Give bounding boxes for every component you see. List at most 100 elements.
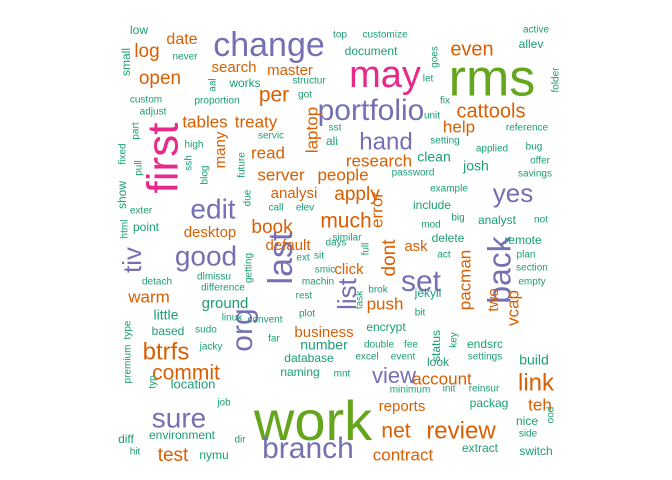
word-little: little [154,307,179,323]
word-ood: ood [546,407,557,424]
word-settings: settings [468,352,502,363]
word-sst: sst [329,123,342,134]
word-pacman: pacman [455,250,474,310]
word-server: server [257,165,305,184]
word-goes: goes [430,46,441,68]
word-click: click [334,261,364,278]
word-list: list [332,277,362,310]
word-two: two [485,288,502,311]
word-blog: blog [200,166,211,185]
word-sudo: sudo [195,325,217,336]
word-empty: empty [518,277,545,288]
word-exter: exter [130,206,153,217]
word-test: test [158,445,189,466]
word-rest: rest [296,291,313,302]
word-view: view [372,363,416,388]
word-even: even [450,38,493,60]
word-side: side [519,429,538,440]
word-event: event [391,352,416,363]
word-part: part [131,122,142,139]
word-fee: fee [404,340,418,351]
word-ext: ext [296,253,310,264]
word-big: big [451,213,464,224]
word-last: last [262,231,300,284]
word-customize: customize [362,30,407,41]
word-never: never [172,52,198,63]
word-plot: plot [299,309,315,320]
word-task: task [355,290,366,309]
word-portfolio: portfolio [318,94,425,127]
word-hit: hit [130,447,141,458]
word-double: double [364,340,394,351]
word-commit: commit [152,362,220,385]
word-savings: savings [518,169,552,180]
word-database: database [284,351,334,365]
word-set: set [401,265,442,298]
word-type: type [123,320,134,339]
word-open: open [139,68,181,89]
word-tiv: tiv [117,247,147,273]
word-bit: bit [415,308,426,319]
word-smic: smic [315,265,336,276]
word-people: people [317,165,368,184]
word-treaty: treaty [235,112,278,131]
word-read: read [251,143,285,162]
word-example: example [430,184,468,195]
word-proportion: proportion [194,96,239,107]
word-change: change [213,26,325,64]
word-diff: diff [118,432,134,446]
word-dont: dont [379,239,400,277]
word-call: call [268,203,283,214]
word-contract: contract [373,445,434,464]
word-works: works [228,76,260,90]
word-sure: sure [152,402,206,433]
word-apply: apply [334,184,380,205]
word-pull: pull [134,160,145,176]
word-got: got [298,90,312,101]
word-far: far [268,334,280,345]
word-show: show [115,181,129,209]
word-analysi: analysi [271,185,318,202]
word-job: job [216,398,231,409]
word-nice: nice [516,414,538,428]
word-master: master [267,62,313,79]
word-packag: packag [470,396,509,410]
word-default: default [265,237,311,254]
word-servic: servic [258,131,284,142]
word-difference: difference [201,283,245,294]
word-good: good [175,240,237,271]
word-build: build [519,352,549,368]
word-nymu: nymu [199,448,228,462]
word-typ: typ [148,375,159,389]
word-josh: josh [462,158,489,174]
word-full: full [361,243,372,256]
word-laptop: laptop [302,107,321,153]
word-html: html [120,220,131,239]
word-small: small [119,48,133,76]
word-switch: switch [519,444,552,458]
word-business: business [294,324,353,341]
word-convent: convent [247,315,282,326]
word-review: review [426,417,496,444]
word-search: search [211,59,256,76]
word-document: document [345,44,398,58]
word-aal: aal [208,78,219,91]
word-help: help [443,117,475,136]
word-let: let [423,74,434,85]
word-endsrc: endsrc [467,337,503,351]
word-plan: plan [517,250,536,261]
word-mnt: mnt [334,369,351,380]
word-tables: tables [182,112,227,131]
word-jekyll: jekyll [414,286,442,300]
word-hand: hand [359,128,412,155]
word-cattools: cattools [457,100,526,122]
word-date: date [166,31,197,48]
word-delete: delete [432,231,465,245]
word-brok: brok [368,285,388,296]
word-due: due [243,189,254,206]
word-future: future [237,152,248,178]
word-work: work [253,389,373,452]
word-machin: machin [302,277,334,288]
word-btrfs: btrfs [143,338,190,365]
